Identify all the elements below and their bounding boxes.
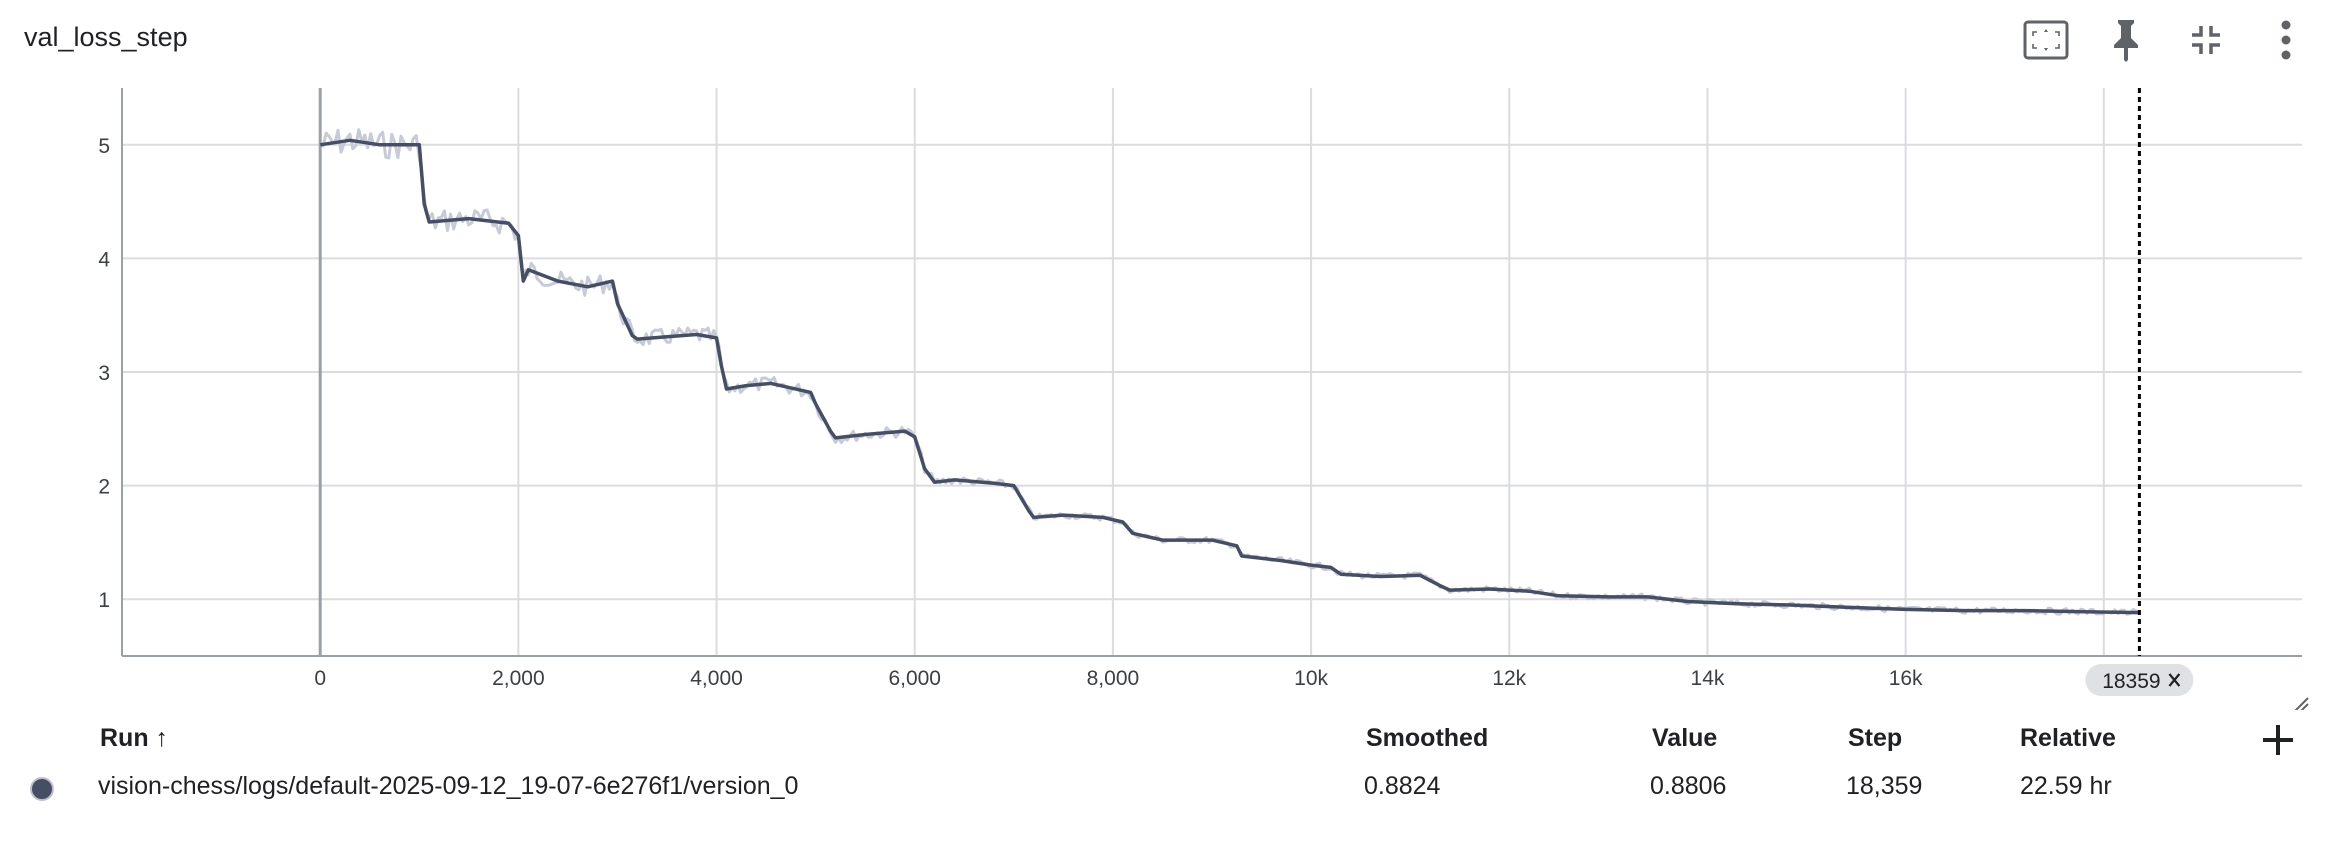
fit-domain-icon [2023, 20, 2069, 60]
x-tick-label: 6,000 [888, 667, 941, 690]
value-column-header[interactable]: Value [1652, 724, 1718, 752]
plus-icon [2263, 725, 2293, 755]
x-tick-label: 16k [1889, 667, 1923, 690]
x-tick-label: 10k [1294, 667, 1328, 690]
chart-title: val_loss_step [24, 22, 188, 52]
add-column-button[interactable] [2258, 720, 2298, 760]
line-chart[interactable]: 1 2 3 4 5 0 2,000 4,000 6,000 8,000 10k 12k 14k 16k 18… [0, 0, 2328, 710]
y-tick-label: 4 [98, 248, 110, 271]
resize-handle-icon[interactable] [2292, 697, 2309, 710]
x-tick-label: 4,000 [690, 667, 743, 690]
smoothed-value: 0.8824 [1364, 772, 1441, 800]
y-tick-label: 1 [98, 589, 110, 612]
x-tick-label: 0 [314, 667, 326, 690]
pin-icon [2114, 20, 2138, 62]
smoothed-column-header[interactable]: Smoothed [1366, 724, 1489, 752]
more-vert-icon [2281, 20, 2291, 60]
run-color-swatch[interactable] [30, 777, 54, 801]
smoothed-series-line[interactable] [319, 138, 2140, 615]
y-tick-label: 5 [98, 135, 110, 158]
raw-value: 0.8806 [1650, 772, 1727, 800]
pin-button[interactable] [2100, 14, 2152, 66]
runs-table: Run ↑ Smoothed Value Step Relative visio… [0, 710, 2328, 842]
step-cursor-chip[interactable] [2085, 664, 2194, 696]
x-tick-label: 2,000 [492, 667, 545, 690]
card-header: val_loss_step [0, 0, 2328, 80]
collapse-icon [2192, 26, 2220, 54]
x-tick-label: 14k [1691, 667, 1725, 690]
relative-column-header[interactable]: Relative [2020, 724, 2116, 752]
relative-time: 22.59 hr [2020, 772, 2112, 800]
step-column-header[interactable]: Step [1848, 724, 1903, 752]
run-name: vision-chess/logs/default-2025-09-12_19-… [98, 772, 799, 800]
more-options-button[interactable] [2260, 14, 2312, 66]
collapse-button[interactable] [2180, 14, 2232, 66]
x-tick-label: 12k [1492, 667, 1526, 690]
y-tick-label: 2 [98, 476, 110, 499]
fit-domain-button[interactable] [2020, 14, 2072, 66]
close-icon[interactable] [2168, 673, 2181, 687]
x-tick-label: 8,000 [1087, 667, 1140, 690]
run-column-header[interactable]: Run ↑ [100, 724, 169, 752]
step-cursor-label: 18359 [2102, 670, 2160, 693]
step-value: 18,359 [1846, 772, 1923, 800]
y-tick-label: 3 [98, 362, 110, 385]
